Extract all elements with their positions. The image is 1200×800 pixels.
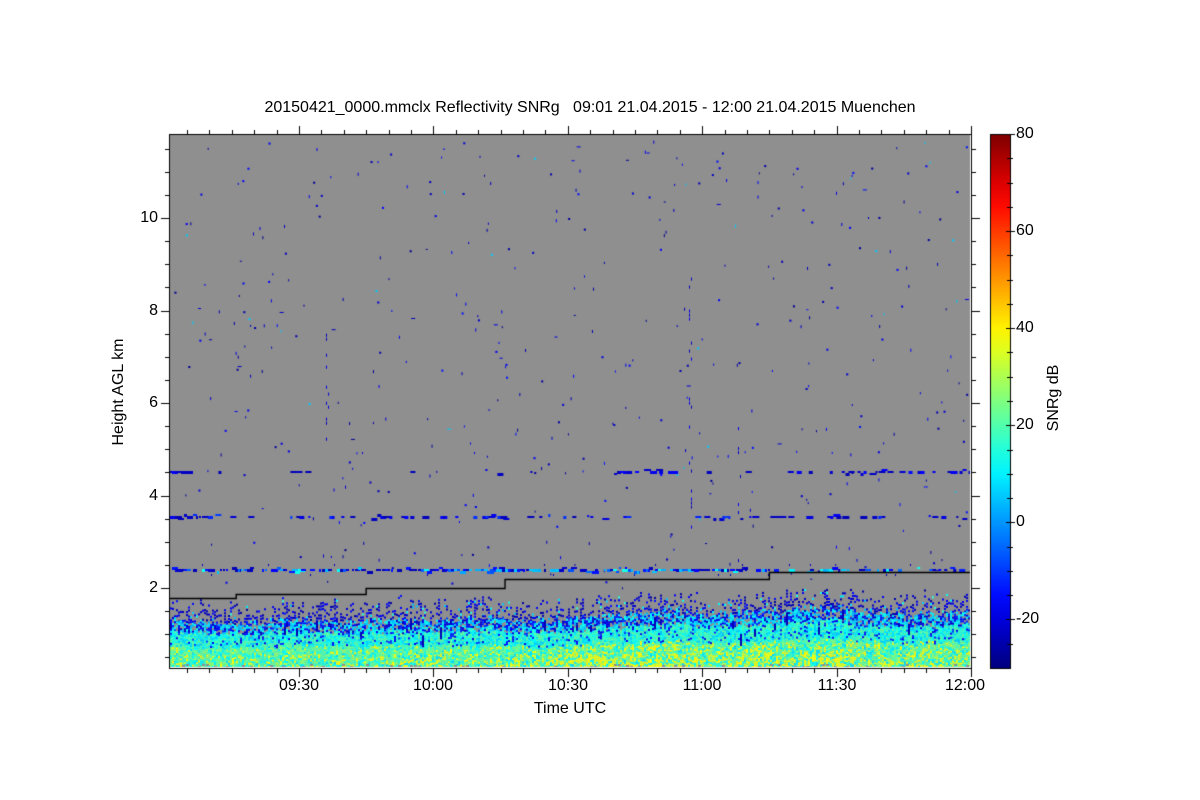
colorbar-tick-label: 0 — [1016, 513, 1025, 530]
x-axis-label: Time UTC — [533, 700, 607, 717]
y-tick-label: 4 — [149, 487, 158, 504]
x-tick-label: 11:30 — [817, 677, 857, 694]
colorbar-tick-label: 20 — [1016, 416, 1034, 433]
y-tick-label: 10 — [140, 209, 158, 226]
colorbar-tick-label: 80 — [1016, 125, 1034, 142]
y-tick-label: 6 — [149, 394, 158, 411]
colorbar-tick-label: 60 — [1016, 222, 1034, 239]
colorbar-tick-label: 40 — [1016, 319, 1034, 336]
plot-title: 20150421_0000.mmclx Reflectivity SNRg 09… — [264, 99, 916, 116]
x-tick-label: 12:00 — [944, 677, 986, 694]
y-tick-label: 2 — [149, 579, 158, 596]
y-axis-label: Height AGL km — [110, 338, 127, 446]
x-tick-label: 10:30 — [547, 677, 589, 694]
y-tick-label: 8 — [149, 302, 158, 319]
x-tick-label: 09:30 — [278, 677, 320, 694]
x-tick-label: 10:00 — [412, 677, 454, 694]
x-tick-label: 11:00 — [682, 677, 722, 694]
colorbar-tick-label: -20 — [1016, 610, 1040, 627]
